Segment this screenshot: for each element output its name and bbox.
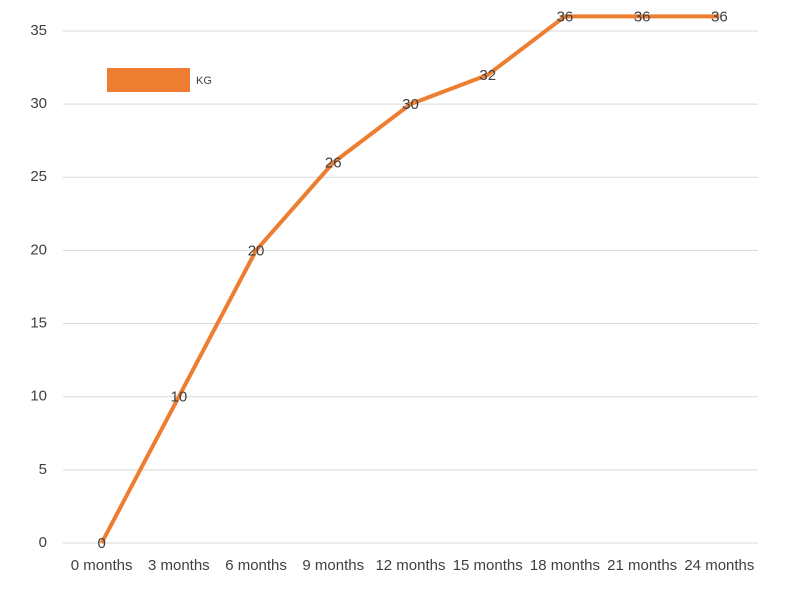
y-tick-label: 15 — [30, 315, 47, 332]
x-tick-label: 15 months — [452, 557, 523, 574]
y-tick-label: 0 — [39, 534, 47, 551]
x-tick-label: 9 months — [302, 557, 365, 574]
y-tick-label: 5 — [39, 461, 47, 478]
data-label: 32 — [479, 67, 496, 84]
x-tick-label: 21 months — [607, 557, 678, 574]
series-line — [99, 14, 720, 544]
data-label: 30 — [402, 96, 419, 113]
y-tick-label: 35 — [30, 22, 47, 39]
data-label: 26 — [325, 155, 342, 172]
x-tick-label: 6 months — [225, 557, 287, 574]
legend-swatch — [107, 68, 190, 92]
y-tick-label: 10 — [30, 388, 47, 405]
data-label: 36 — [557, 8, 574, 25]
data-label: 0 — [97, 535, 105, 552]
data-label: 10 — [170, 389, 187, 406]
legend-label: KG — [196, 75, 212, 87]
y-tick-label: 25 — [30, 168, 47, 185]
x-tick-label: 12 months — [375, 557, 446, 574]
x-tick-label: 24 months — [684, 557, 755, 574]
data-label: 36 — [711, 8, 728, 25]
y-tick-label: 30 — [30, 95, 47, 112]
y-tick-label: 20 — [30, 241, 47, 258]
data-label: 36 — [634, 8, 651, 25]
x-tick-label: 3 months — [147, 557, 210, 574]
x-tick-label: 18 months — [529, 557, 600, 574]
data-label: 20 — [248, 242, 265, 259]
x-tick-label: 0 months — [70, 557, 133, 574]
